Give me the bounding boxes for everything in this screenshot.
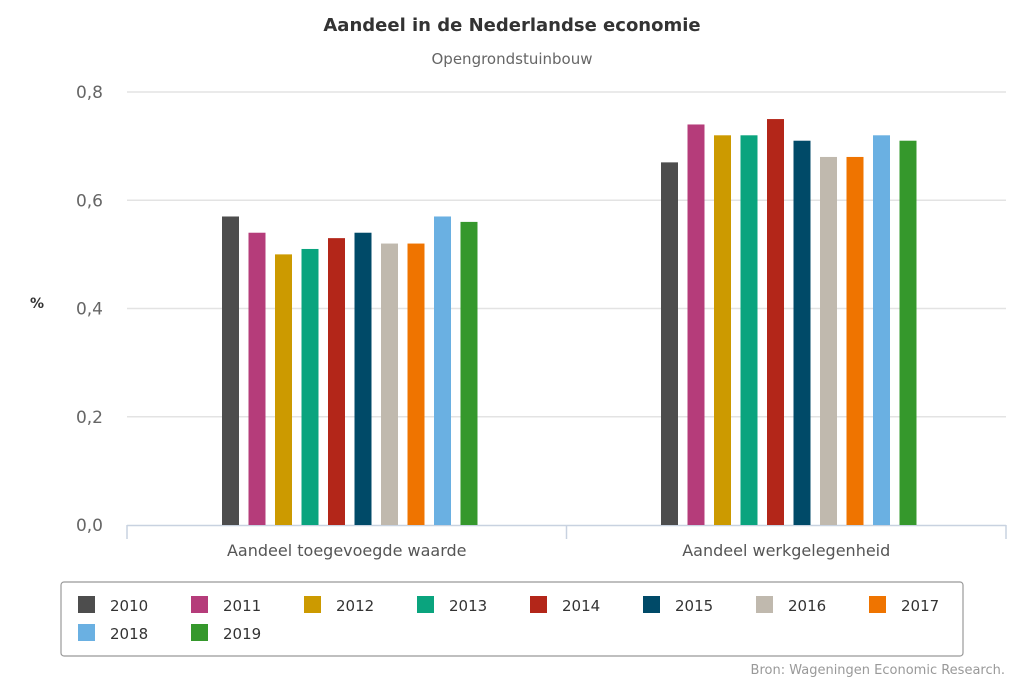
legend-swatch — [417, 596, 434, 613]
legend-item-2017[interactable]: 2017 — [869, 596, 939, 615]
bar-2012 — [275, 254, 292, 525]
legend-swatch — [643, 596, 660, 613]
bar-2019 — [460, 221, 478, 525]
bar-2018 — [434, 216, 451, 526]
legend-item-2013[interactable]: 2013 — [417, 596, 487, 615]
bar-2012 — [714, 135, 731, 526]
legend-label: 2013 — [449, 597, 487, 615]
legend-item-2012[interactable]: 2012 — [304, 596, 374, 615]
legend-label: 2011 — [223, 597, 261, 615]
bar-2010 — [661, 162, 678, 526]
legend-label: 2017 — [901, 597, 939, 615]
legend-label: 2012 — [336, 597, 374, 615]
legend-label: 2015 — [675, 597, 713, 615]
x-category-label: Aandeel toegevoegde waarde — [227, 541, 467, 560]
source-note: Bron: Wageningen Economic Research. — [751, 663, 1005, 678]
y-tick-label: 0,0 — [76, 516, 103, 536]
chart-subtitle: Opengrondstuinbouw — [432, 50, 593, 68]
legend-swatch — [304, 596, 321, 613]
y-tick-label: 0,2 — [76, 408, 103, 428]
bar-2011 — [248, 232, 266, 525]
legend-item-2018[interactable]: 2018 — [78, 624, 148, 643]
bar-2014 — [328, 238, 345, 525]
bar-2015 — [354, 232, 372, 525]
legend-item-2016[interactable]: 2016 — [756, 596, 826, 615]
legend-swatch — [756, 596, 773, 613]
legend-label: 2014 — [562, 597, 600, 615]
x-category-label: Aandeel werkgelegenheid — [682, 541, 890, 560]
bar-2013 — [301, 248, 319, 525]
bar-2019 — [899, 140, 917, 525]
legend-item-2010[interactable]: 2010 — [78, 596, 148, 615]
legend-swatch — [530, 596, 547, 613]
bar-2016 — [820, 156, 837, 525]
bar-2017 — [846, 156, 864, 525]
bar-2013 — [740, 135, 758, 526]
legend-box — [60, 581, 964, 657]
bar-2014 — [767, 119, 784, 525]
legend-swatch — [869, 596, 886, 613]
legend-label: 2018 — [110, 625, 148, 643]
y-tick-label: 0,8 — [76, 83, 103, 103]
y-axis-label: % — [30, 296, 44, 312]
legend-swatch — [191, 596, 208, 613]
bar-2016 — [381, 243, 398, 526]
legend-swatch — [191, 624, 208, 641]
y-tick-label: 0,4 — [76, 300, 103, 320]
legend-item-2019[interactable]: 2019 — [191, 624, 261, 643]
chart-title: Aandeel in de Nederlandse economie — [323, 15, 700, 36]
legend-label: 2016 — [788, 597, 826, 615]
bar-2018 — [873, 135, 890, 526]
legend-label: 2019 — [223, 625, 261, 643]
legend-item-2015[interactable]: 2015 — [643, 596, 713, 615]
legend-label: 2010 — [110, 597, 148, 615]
legend-swatch — [78, 624, 95, 641]
bar-2017 — [407, 243, 425, 526]
legend-item-2014[interactable]: 2014 — [530, 596, 600, 615]
y-tick-label: 0,6 — [76, 191, 103, 211]
legend-item-2011[interactable]: 2011 — [191, 596, 261, 615]
bar-2011 — [687, 124, 705, 525]
bar-2010 — [222, 216, 239, 526]
legend-swatch — [78, 596, 95, 613]
bar-2015 — [793, 140, 811, 525]
